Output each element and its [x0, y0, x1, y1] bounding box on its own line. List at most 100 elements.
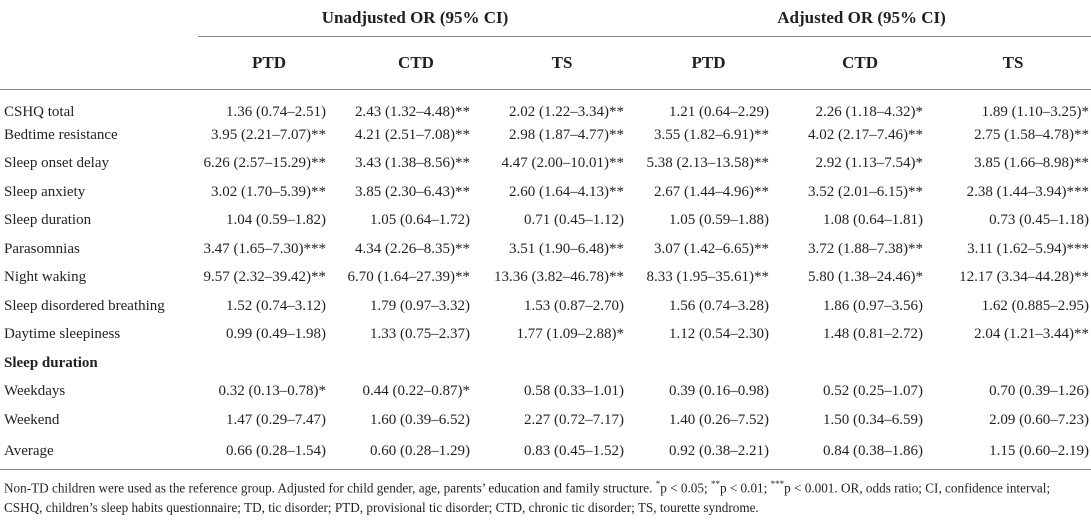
or-value-cell: 2.09 (0.60–7.23) [989, 411, 1090, 428]
or-value-cell: 1.56 (0.74–3.28) [669, 297, 770, 314]
or-value-cell: 0.83 (0.45–1.52) [492, 434, 633, 470]
footnote-text: p < 0.001. OR, odds ratio; CI, confidenc… [4, 480, 1051, 516]
row-label: Average [0, 434, 198, 470]
or-value-cell: 8.33 (1.95–35.61)** [646, 269, 770, 286]
column-header: CTD [785, 36, 936, 90]
footnote-text: p < 0.05; [660, 480, 711, 496]
or-value-cell: 13.36 (3.82–46.78)** [494, 269, 625, 286]
label-column-header [0, 36, 198, 90]
or-value-cell: 4.34 (2.26–8.35)** [355, 240, 470, 257]
significance-marker: * [655, 479, 661, 489]
or-value-cell: 9.57 (2.32–39.42)** [203, 269, 327, 286]
group-header-adjusted: Adjusted OR (95% CI) [632, 0, 1091, 37]
or-value-cell: 3.55 (1.82–6.91)** [654, 126, 770, 143]
or-value-cell: 6.70 (1.64–27.39)** [347, 269, 471, 286]
table-row: Average 0.66 (0.28–1.54) 0.60 (0.28–1.29) 0… [0, 434, 1091, 470]
significance-marker: *** [770, 479, 785, 489]
table-row: Sleep onset delay 6.26 (2.57–15.29)** 3.43… [0, 150, 1091, 179]
or-value-cell [198, 349, 340, 378]
or-value-cell: 2.67 (1.44–4.96)** [654, 183, 770, 200]
or-value-cell: 6.26 (2.57–15.29)** [203, 155, 327, 172]
or-value-cell: 2.43 (1.32–4.48)** [355, 104, 470, 120]
or-value-cell: 5.38 (2.13–13.58)** [646, 155, 770, 172]
row-label: Sleep disordered breathing [4, 297, 165, 314]
column-header: TS [935, 36, 1091, 90]
section-header-row: Sleep duration [0, 349, 1091, 378]
column-header: TS [492, 36, 633, 90]
or-value-cell: 4.47 (2.00–10.01)** [501, 155, 625, 172]
table-row: Sleep disordered breathing 1.52 (0.74–3.1… [0, 292, 1091, 321]
or-value-cell: 0.39 (0.16–0.98) [669, 383, 770, 400]
or-value-cell: 2.04 (1.21–3.44)** [974, 326, 1090, 343]
or-value-cell: 12.17 (3.34–44.28)** [959, 269, 1090, 286]
row-label: Parasomnias [4, 240, 80, 257]
table-row: Daytime sleepiness 0.99 (0.49–1.98) 1.33 (… [0, 321, 1091, 350]
or-value-cell: 1.60 (0.39–6.52) [370, 411, 470, 428]
row-label: Night waking [4, 269, 87, 286]
or-value-cell: 3.07 (1.42–6.65)** [654, 240, 770, 257]
or-value-cell: 0.73 (0.45–1.18) [989, 212, 1090, 229]
or-value-cell: 0.58 (0.33–1.01) [524, 383, 625, 400]
or-value-cell: 3.72 (1.88–7.38)** [808, 240, 924, 257]
or-value-cell [340, 349, 492, 378]
or-value-cell: 3.11 (1.62–5.94)*** [967, 240, 1090, 257]
row-label: Weekend [4, 411, 60, 428]
or-value-cell: 0.52 (0.25–1.07) [823, 383, 924, 400]
or-value-cell [935, 349, 1091, 378]
or-value-cell: 2.92 (1.13–7.54)* [815, 155, 924, 172]
or-value-cell: 3.85 (1.66–8.98)** [974, 155, 1090, 172]
row-label: CSHQ total [4, 104, 75, 120]
row-label: Daytime sleepiness [4, 326, 121, 343]
or-value-cell: 0.99 (0.49–1.98) [226, 326, 326, 343]
table-row: Parasomnias 3.47 (1.65–7.30)*** 4.34 (2.26… [0, 235, 1091, 264]
or-value-cell: 0.60 (0.28–1.29) [340, 434, 492, 470]
or-value-cell: 1.21 (0.64–2.29) [669, 104, 770, 120]
column-header-row: PTD CTD TS PTD CTD TS [0, 36, 1091, 90]
odds-ratio-table: Unadjusted OR (95% CI) Adjusted OR (95% … [0, 0, 1091, 470]
table-row: Bedtime resistance 3.95 (2.21–7.07)** 4.21… [0, 121, 1091, 150]
or-value-cell: 2.75 (1.58–4.78)** [974, 126, 1090, 143]
table-row: Weekdays 0.32 (0.13–0.78)* 0.44 (0.22–0.87… [0, 378, 1091, 407]
or-value-cell: 2.38 (1.44–3.94)*** [966, 183, 1090, 200]
row-label: Sleep anxiety [4, 183, 86, 200]
or-value-cell: 1.62 (0.885–2.95) [981, 297, 1090, 314]
or-value-cell: 0.32 (0.13–0.78)* [218, 383, 327, 400]
or-value-cell: 1.05 (0.59–1.88) [669, 212, 770, 229]
row-label: Weekdays [4, 383, 66, 400]
section-label: Sleep duration [4, 354, 98, 371]
or-value-cell: 3.85 (2.30–6.43)** [355, 183, 470, 200]
or-value-cell: 0.84 (0.38–1.86) [785, 434, 936, 470]
or-value-cell: 1.77 (1.09–2.88)* [516, 326, 625, 343]
or-value-cell: 4.02 (2.17–7.46)** [808, 126, 924, 143]
or-value-cell: 0.44 (0.22–0.87)* [362, 383, 471, 400]
column-header: PTD [198, 36, 340, 90]
or-value-cell: 1.40 (0.26–7.52) [669, 411, 770, 428]
or-value-cell: 3.51 (1.90–6.48)** [509, 240, 625, 257]
or-value-cell: 3.43 (1.38–8.56)** [355, 155, 470, 172]
or-value-cell: 3.02 (1.70–5.39)** [211, 183, 326, 200]
or-value-cell: 2.26 (1.18–4.32)* [815, 104, 924, 120]
table-body: CSHQ total 1.36 (0.74–2.51) 2.43 (1.32–4.4… [0, 90, 1091, 470]
or-value-cell [492, 349, 632, 378]
or-value-cell: 1.86 (0.97–3.56) [823, 297, 924, 314]
row-label: Sleep duration [4, 212, 92, 229]
table-row: Weekend 1.47 (0.29–7.47) 1.60 (0.39–6.52) 2… [0, 406, 1091, 435]
or-value-cell: 1.50 (0.34–6.59) [823, 411, 924, 428]
or-value-cell: 1.33 (0.75–2.37) [370, 326, 470, 343]
or-value-cell: 1.08 (0.64–1.81) [823, 212, 924, 229]
or-value-cell: 2.98 (1.87–4.77)** [509, 126, 625, 143]
column-header: CTD [340, 36, 492, 90]
or-value-cell: 1.52 (0.74–3.12) [226, 297, 326, 314]
or-value-cell: 2.02 (1.22–3.34)** [509, 104, 625, 120]
or-value-cell: 0.92 (0.38–2.21) [632, 434, 786, 470]
table-row: Night waking 9.57 (2.32–39.42)** 6.70 (1.6… [0, 264, 1091, 293]
footnote-text: p < 0.01; [719, 480, 771, 496]
or-value-cell: 1.15 (0.60–2.19) [935, 434, 1091, 470]
or-value-cell: 1.04 (0.59–1.82) [226, 212, 326, 229]
or-value-cell: 0.71 (0.45–1.12) [524, 212, 625, 229]
or-value-cell: 3.95 (2.21–7.07)** [211, 126, 326, 143]
row-label: Sleep onset delay [4, 155, 109, 172]
or-value-cell: 2.27 (0.72–7.17) [524, 411, 625, 428]
table-row: CSHQ total 1.36 (0.74–2.51) 2.43 (1.32–4.4… [0, 90, 1091, 122]
